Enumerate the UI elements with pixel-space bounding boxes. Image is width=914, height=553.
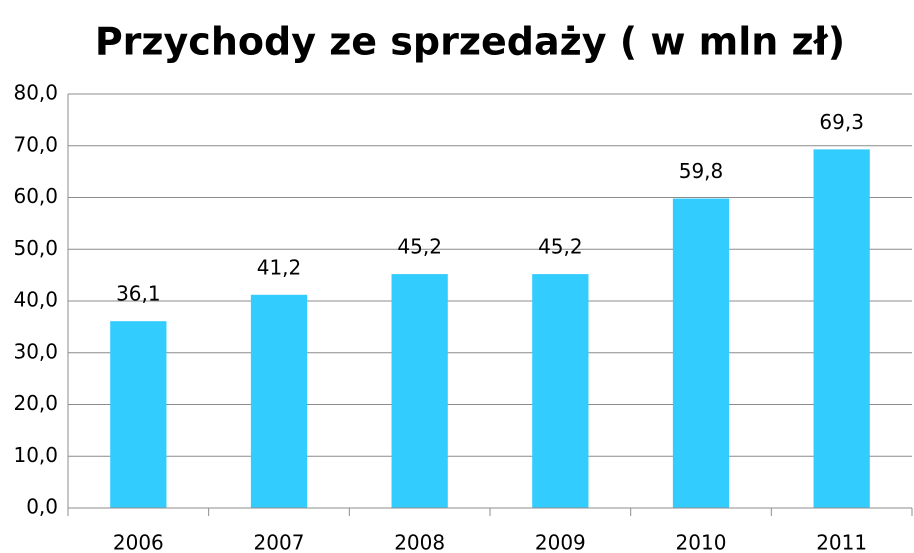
value-label: 45,2 bbox=[397, 235, 442, 259]
y-tick-label: 20,0 bbox=[13, 391, 58, 415]
bar bbox=[532, 274, 589, 508]
value-label: 36,1 bbox=[116, 282, 161, 306]
x-tick-label: 2006 bbox=[113, 531, 164, 553]
y-tick-label: 70,0 bbox=[13, 132, 58, 156]
y-tick-label: 80,0 bbox=[13, 81, 58, 105]
bar bbox=[110, 321, 167, 508]
bar bbox=[672, 198, 730, 508]
chart-title: Przychody ze sprzedaży ( w mln zł) bbox=[95, 20, 845, 64]
value-label: 45,2 bbox=[538, 235, 583, 259]
value-label: 41,2 bbox=[257, 255, 302, 279]
x-tick-label: 2011 bbox=[816, 531, 867, 553]
y-tick-label: 30,0 bbox=[13, 339, 58, 363]
y-tick-label: 10,0 bbox=[13, 443, 58, 467]
x-tick-label: 2009 bbox=[535, 531, 586, 553]
value-label: 59,8 bbox=[679, 159, 724, 183]
y-tick-label: 50,0 bbox=[13, 236, 58, 260]
y-tick-label: 60,0 bbox=[13, 184, 58, 208]
y-tick-label: 0,0 bbox=[26, 495, 58, 519]
x-tick-label: 2008 bbox=[394, 531, 445, 553]
value-label: 69,3 bbox=[819, 110, 864, 134]
bar bbox=[391, 274, 448, 508]
x-tick-label: 2010 bbox=[676, 531, 727, 553]
bar bbox=[250, 294, 308, 508]
bar bbox=[813, 149, 870, 508]
y-tick-label: 40,0 bbox=[13, 288, 58, 312]
x-tick-label: 2007 bbox=[254, 531, 305, 553]
